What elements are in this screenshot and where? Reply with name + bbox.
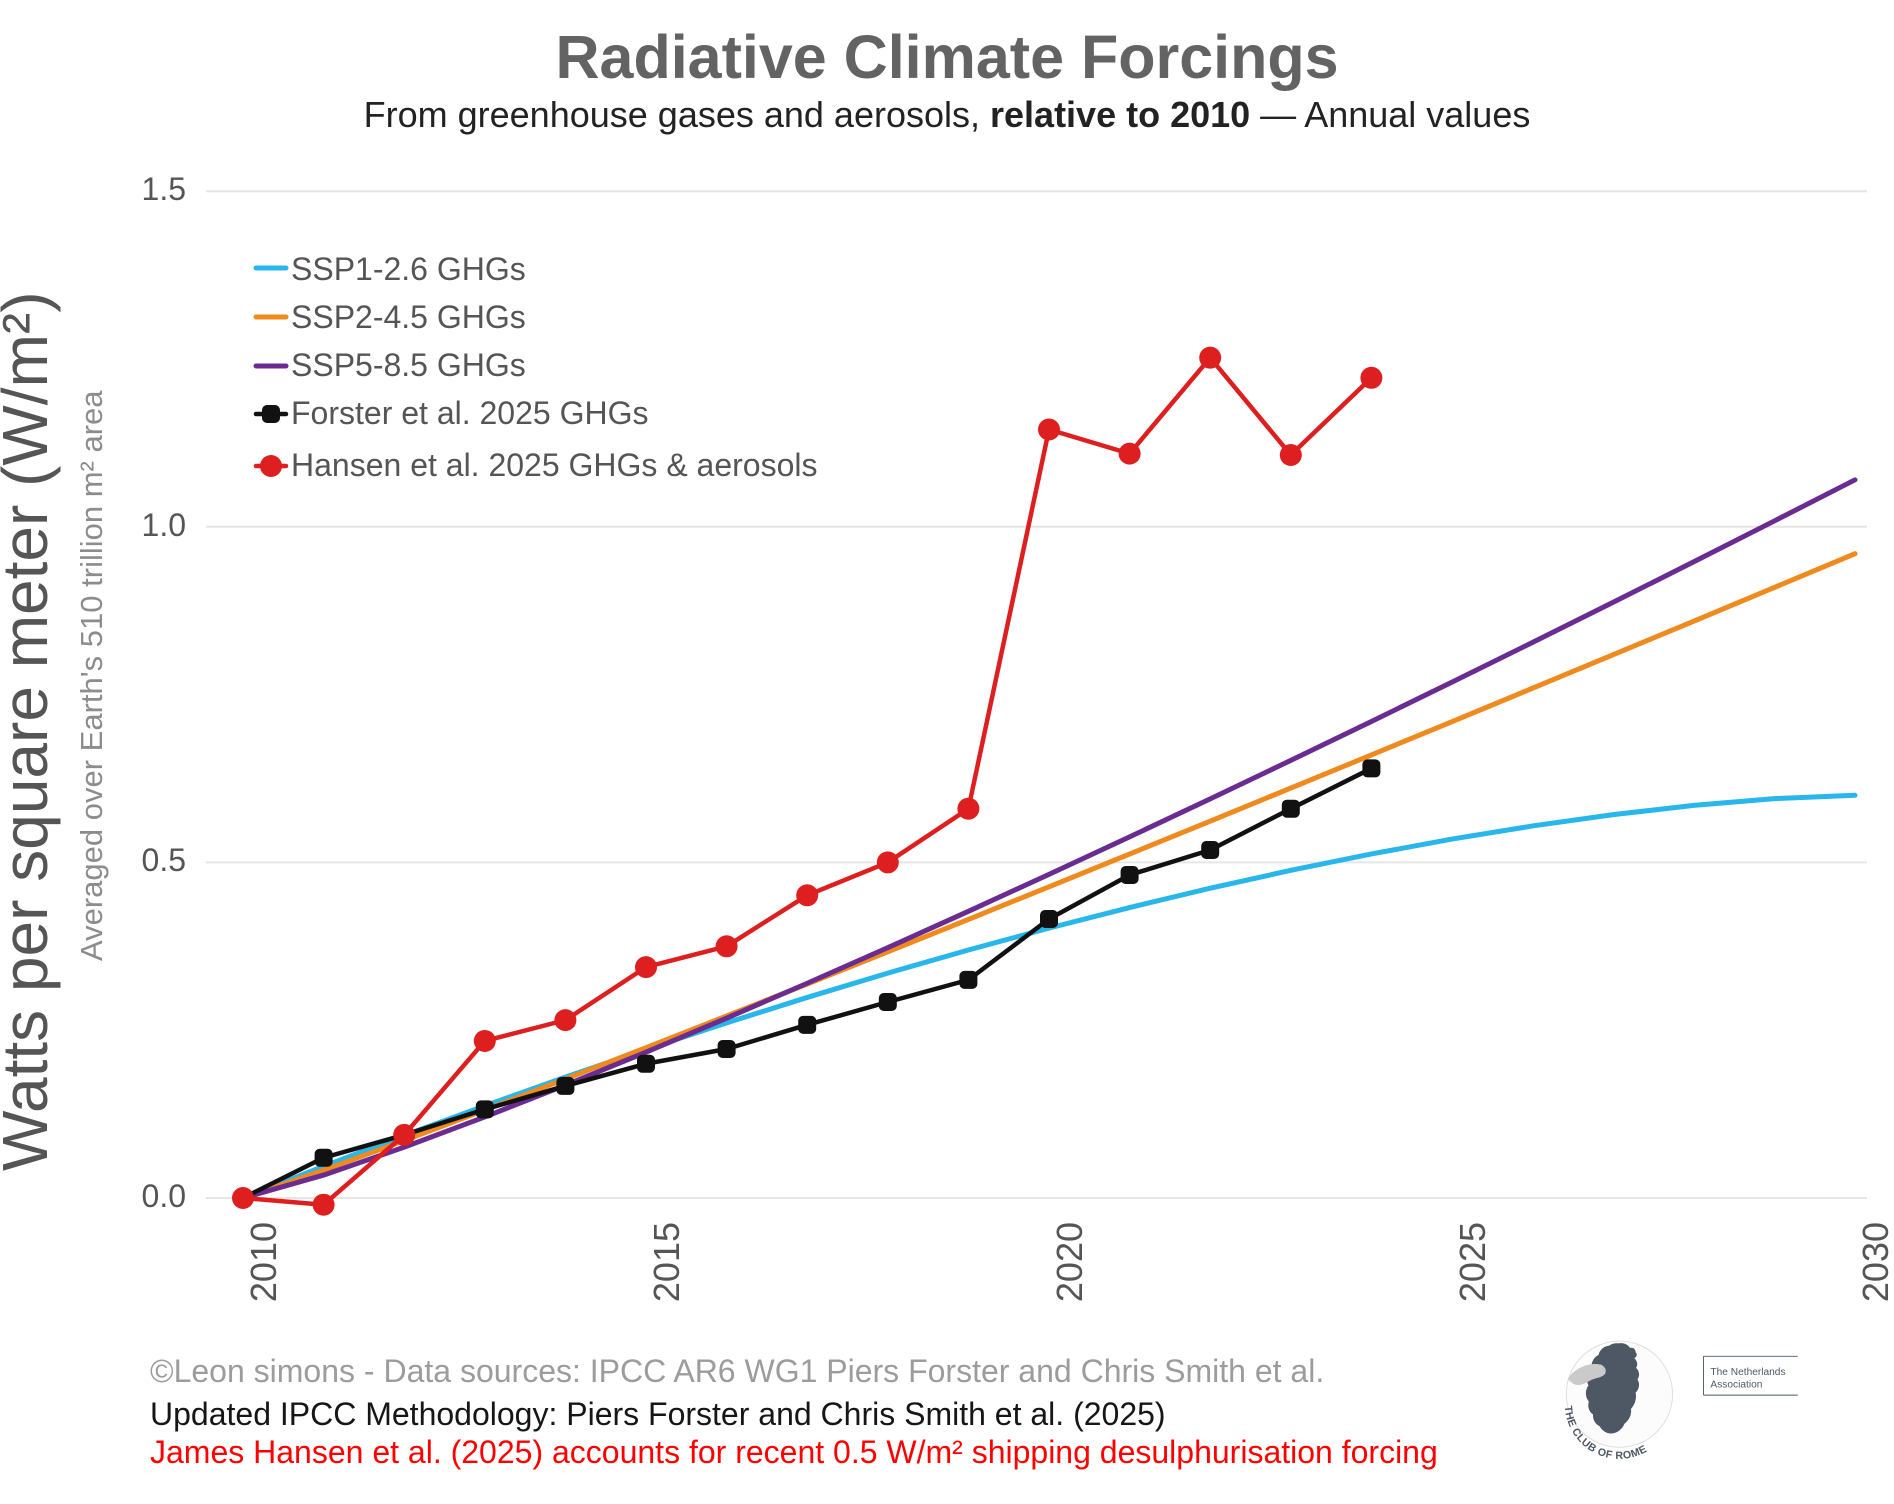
- svg-text:Association: Association: [1710, 1380, 1762, 1391]
- svg-text:The Netherlands: The Netherlands: [1710, 1367, 1785, 1378]
